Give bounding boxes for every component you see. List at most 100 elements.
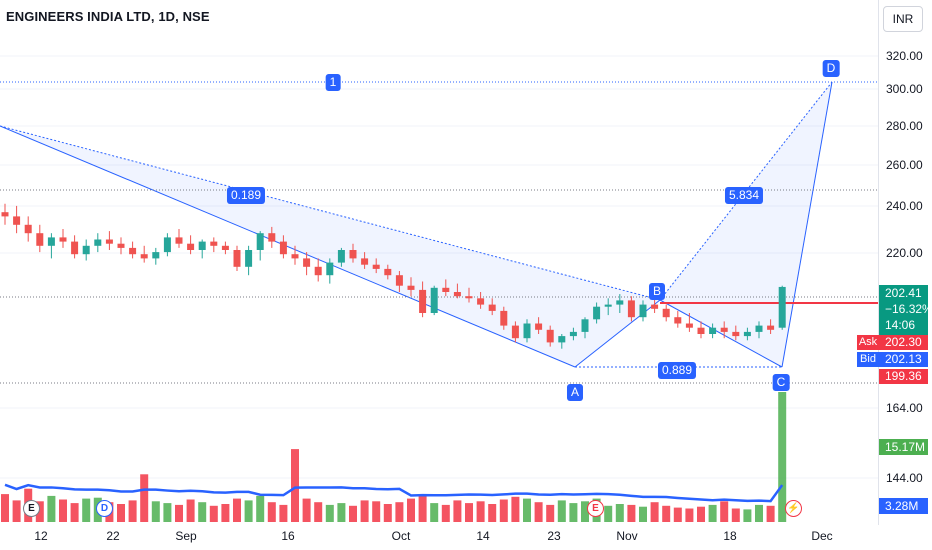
candle <box>163 233 171 257</box>
time-label-nov: Nov <box>616 529 638 543</box>
ask-label: Ask <box>857 335 879 350</box>
candle <box>279 235 287 259</box>
volume-bar <box>267 502 276 522</box>
candle <box>256 231 264 261</box>
volume-bar <box>47 495 56 522</box>
volume-bar <box>35 501 44 522</box>
pattern-point-1[interactable]: 1 <box>325 74 341 91</box>
volume-bar <box>186 499 195 522</box>
dividend-event-icon[interactable]: D <box>96 500 113 517</box>
candle <box>210 237 218 253</box>
bid-label: Bid <box>857 352 879 367</box>
candle <box>291 245 299 265</box>
candle <box>349 243 357 263</box>
candle <box>732 325 740 341</box>
volume-bar <box>557 500 566 522</box>
volume-bar <box>198 502 207 522</box>
candlesticks <box>1 203 786 349</box>
volume-bar <box>488 504 497 522</box>
ratio-label-bd[interactable]: 5.834 <box>724 187 764 204</box>
candle <box>175 229 183 248</box>
last-price-tag: 202.41 −16.32% 14:06 <box>879 285 932 335</box>
chart-title: ENGINEERS INDIA LTD, 1D, NSE <box>6 9 210 24</box>
ratio-xb <box>0 125 661 301</box>
ask-value: 202.30 <box>879 335 928 350</box>
xabcd-pattern[interactable] <box>0 81 833 368</box>
volume-bar <box>650 502 659 522</box>
candle <box>430 285 438 316</box>
volume-bar <box>430 503 439 522</box>
volume-bar <box>360 500 369 522</box>
volume-bar <box>685 508 694 522</box>
price-label-220: 220.00 <box>886 246 923 260</box>
candle <box>477 292 485 309</box>
candle <box>639 300 647 322</box>
leg-bc <box>659 299 783 368</box>
volume-bar <box>755 504 763 522</box>
volume-bar <box>639 506 647 522</box>
volume-bar <box>209 505 218 522</box>
time-label-18: 18 <box>723 529 737 543</box>
price-label-164: 164.00 <box>886 401 923 415</box>
candle <box>152 247 160 265</box>
earnings-event-icon[interactable]: E <box>23 500 40 517</box>
ratio-label-xb[interactable]: 0.189 <box>226 187 266 204</box>
candle <box>697 321 705 339</box>
price-axis-border <box>878 0 879 525</box>
candle <box>535 317 543 334</box>
candle <box>13 205 21 234</box>
earnings-event-icon-2[interactable]: E <box>587 500 604 517</box>
volume-bar <box>418 495 427 522</box>
pattern-point-d[interactable]: D <box>822 60 840 77</box>
currency-button[interactable]: INR <box>883 6 923 32</box>
ratio-label-ac[interactable]: 0.889 <box>657 362 697 379</box>
candle <box>198 239 206 259</box>
volume-bar <box>499 499 508 522</box>
pattern-bcd-fill <box>660 82 832 367</box>
candle <box>407 277 415 297</box>
volume-bar <box>441 504 450 522</box>
volume-bar <box>731 508 740 522</box>
pattern-point-a[interactable]: A <box>566 384 584 401</box>
price-chart[interactable] <box>0 0 878 525</box>
candle <box>221 241 229 255</box>
last-price-value: 202.41 <box>885 286 922 300</box>
volume-bar <box>383 504 392 522</box>
candle <box>384 264 392 280</box>
pattern-point-b[interactable]: B <box>648 283 666 300</box>
candle <box>187 235 195 255</box>
candle <box>685 313 693 332</box>
alert-flash-icon[interactable]: ⚡ <box>785 500 802 517</box>
pattern-xab-fill <box>0 126 660 367</box>
candle <box>303 252 311 276</box>
pattern-point-c[interactable]: C <box>772 374 790 391</box>
price-label-280: 280.00 <box>886 119 923 133</box>
bar-countdown: 14:06 <box>885 318 916 332</box>
volume-bar <box>523 498 531 522</box>
volume-bar <box>70 503 79 522</box>
candle <box>233 245 241 271</box>
volume-ma-tag: 3.28M <box>879 498 928 514</box>
volume-bar <box>615 504 624 522</box>
candle <box>372 258 380 274</box>
candle <box>627 296 635 322</box>
volume-bar <box>12 500 21 522</box>
volume-bar <box>372 501 381 522</box>
candle <box>24 216 32 242</box>
volume-bars <box>1 392 787 522</box>
volume-bar <box>604 505 613 522</box>
volume-bar <box>395 502 404 522</box>
volume-bar <box>407 498 415 522</box>
volume-bar <box>662 505 671 522</box>
candle <box>314 258 322 282</box>
price-label-300: 300.00 <box>886 82 923 96</box>
volume-bar <box>546 504 555 522</box>
volume-bar <box>511 496 520 522</box>
candle <box>465 287 473 303</box>
candle <box>361 252 369 269</box>
volume-bar <box>151 501 160 522</box>
time-label-14: 14 <box>476 529 490 543</box>
candle <box>419 281 427 318</box>
volume-bar <box>244 500 253 522</box>
candle <box>268 226 276 248</box>
